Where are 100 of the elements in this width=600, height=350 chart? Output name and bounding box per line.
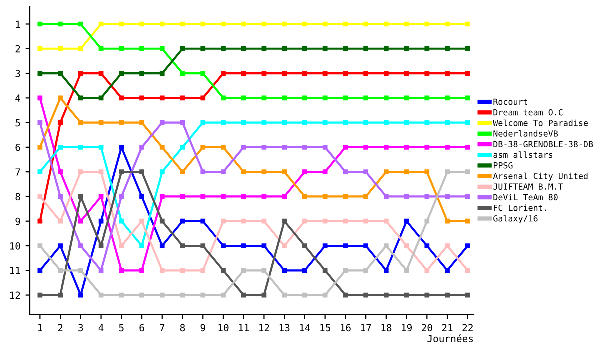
point [404, 292, 410, 298]
point [343, 292, 348, 298]
x-tick-label: 13 [280, 324, 290, 332]
point [364, 244, 368, 248]
point [404, 244, 410, 248]
point [241, 244, 246, 248]
point [465, 120, 470, 126]
point [221, 120, 226, 126]
x-tick-label: 8 [180, 324, 186, 332]
x-tick-label: 1 [38, 324, 42, 332]
point [262, 120, 267, 126]
point [140, 46, 144, 52]
x-tick-label: 17 [361, 324, 372, 332]
point [343, 96, 348, 101]
point [221, 268, 226, 274]
point [98, 218, 104, 224]
x-tick-label: 10 [218, 324, 229, 332]
point [465, 218, 470, 224]
point [78, 145, 84, 150]
point [200, 22, 206, 27]
point [200, 145, 206, 150]
point [119, 170, 124, 175]
point [58, 46, 63, 52]
point [384, 120, 389, 126]
point [343, 120, 348, 126]
x-tick-label: 5 [119, 324, 124, 332]
point [384, 170, 389, 175]
point [302, 268, 308, 274]
x-tick-label: 14 [300, 324, 310, 332]
point [302, 218, 308, 224]
point [343, 194, 348, 200]
x-tick-label: 2 [58, 324, 63, 332]
point [180, 218, 186, 224]
point [78, 46, 84, 52]
point [282, 96, 288, 101]
point [241, 120, 246, 126]
point [384, 218, 389, 224]
point [38, 194, 43, 200]
point [262, 46, 267, 52]
legend-label: Dream team O.C [494, 109, 563, 116]
point [364, 170, 368, 175]
point [98, 96, 104, 101]
point [200, 194, 206, 200]
point [262, 218, 267, 224]
point [404, 71, 410, 76]
point [424, 145, 430, 150]
point [200, 244, 206, 248]
point [364, 218, 368, 224]
point [424, 170, 430, 175]
point [445, 22, 450, 27]
point [364, 71, 368, 76]
point [119, 194, 124, 200]
point [404, 145, 410, 150]
point [78, 292, 84, 298]
point [78, 268, 84, 274]
legend-label: Rocourt [494, 98, 528, 106]
point [98, 120, 104, 126]
point [98, 194, 104, 200]
point [241, 46, 246, 52]
point [262, 170, 267, 175]
point [78, 96, 84, 101]
point [465, 96, 470, 101]
x-tick-label: 20 [422, 324, 432, 332]
point [200, 268, 206, 274]
point [119, 96, 124, 101]
point [241, 218, 246, 224]
point [322, 71, 328, 76]
point [322, 244, 328, 248]
point [364, 194, 368, 200]
point [38, 292, 43, 298]
point [160, 22, 165, 27]
point [465, 22, 470, 27]
point [221, 145, 226, 150]
point [404, 120, 410, 126]
y-tick-label: 2 [16, 45, 20, 53]
point [200, 170, 206, 175]
point [445, 96, 450, 101]
point [262, 268, 267, 274]
point [200, 292, 206, 298]
point [180, 145, 186, 150]
point [343, 145, 348, 150]
point [160, 71, 165, 76]
point [384, 194, 389, 200]
point [302, 22, 308, 27]
point [119, 218, 124, 224]
y-tick-label: 3 [16, 70, 20, 78]
point [58, 268, 63, 274]
y-tick-label: 10 [10, 242, 20, 250]
point [322, 292, 328, 298]
point [343, 71, 348, 76]
point [445, 194, 450, 200]
point [424, 71, 430, 76]
point [445, 120, 450, 126]
y-tick-label: 12 [10, 292, 20, 300]
point [445, 145, 450, 150]
point [384, 71, 389, 76]
point [282, 268, 288, 274]
point [98, 170, 104, 175]
point [445, 292, 450, 298]
point [282, 218, 288, 224]
